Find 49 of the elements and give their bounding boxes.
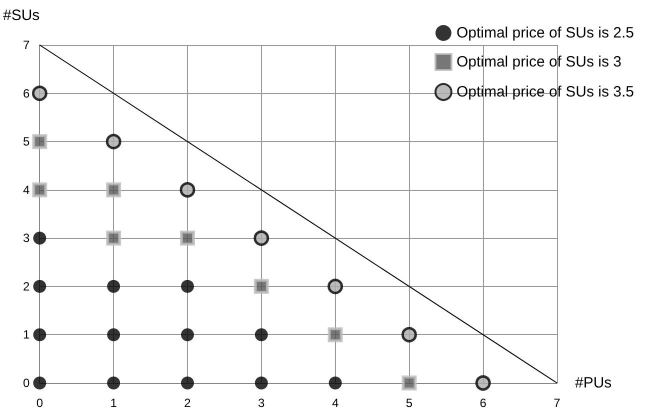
point — [254, 328, 268, 342]
x-tick-label: 0 — [36, 396, 44, 410]
point — [180, 230, 195, 246]
x-axis-title: #PUs — [575, 374, 612, 392]
point — [328, 327, 343, 342]
point — [328, 278, 344, 294]
point — [32, 134, 48, 150]
point — [181, 376, 194, 390]
y-tick-label: 6 — [22, 86, 30, 100]
point — [475, 375, 491, 391]
y-tick-label: 5 — [22, 134, 30, 149]
point — [33, 376, 46, 390]
point — [402, 376, 417, 390]
x-tick-label: 1 — [110, 396, 118, 410]
y-tick-label: 4 — [22, 182, 30, 197]
point — [254, 230, 270, 246]
y-tick-label: 3 — [22, 231, 30, 246]
y-tick-label: 2 — [22, 279, 30, 294]
point — [328, 376, 342, 390]
point — [107, 328, 120, 342]
point — [33, 328, 46, 342]
point — [107, 376, 120, 390]
legend-label: Optimal price of SUs is 3.5 — [456, 84, 634, 100]
x-tick-label: 7 — [554, 396, 561, 410]
y-tick-label: 7 — [22, 38, 30, 52]
x-tick-label: 6 — [480, 396, 487, 410]
point — [106, 134, 122, 150]
x-tick-label: 2 — [184, 396, 192, 410]
y-tick-label: 0 — [22, 376, 30, 390]
x-tick-label: 5 — [406, 396, 413, 410]
point — [254, 278, 269, 294]
point — [181, 280, 194, 293]
x-tick-label: 3 — [258, 396, 266, 410]
point — [32, 182, 48, 198]
legend-label: Optimal price of SUs is 2.5 — [456, 24, 634, 42]
point — [181, 328, 194, 342]
y-axis-title: #SUs — [2, 7, 40, 24]
point — [32, 86, 48, 102]
legend-label: Optimal price of SUs is 3 — [456, 54, 622, 70]
point — [106, 230, 122, 246]
x-tick-label: 4 — [332, 396, 339, 410]
point — [106, 182, 122, 198]
point — [33, 280, 46, 293]
point — [180, 182, 196, 198]
point — [107, 280, 120, 293]
point — [33, 232, 46, 245]
point — [254, 376, 268, 390]
y-tick-label: 1 — [22, 328, 30, 342]
point — [401, 326, 417, 342]
